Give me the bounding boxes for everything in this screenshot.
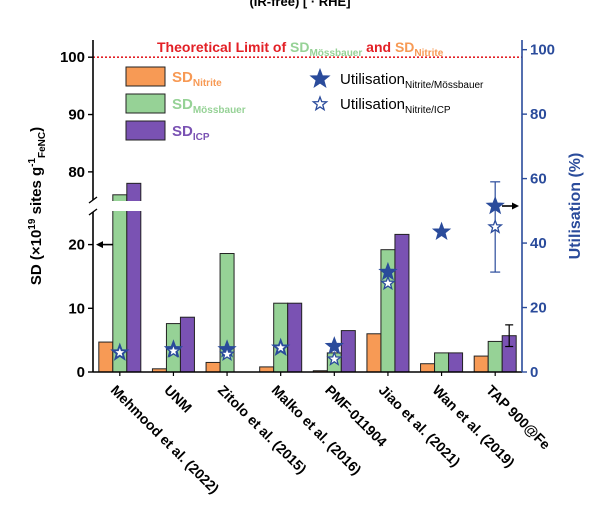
legend-label: SDNitrite [172,69,222,89]
y-left-tick-label: 10 [68,300,85,317]
plot-area: Theoretical Limit of SDMössbauer and SDN… [27,39,584,496]
legend-star [309,67,331,89]
y-left-tick-label: 20 [68,237,85,254]
y-left-tick-label: 100 [60,49,85,66]
y-right-tick-label: 20 [530,300,547,317]
bar [273,302,289,373]
y-left-tick-label: 80 [68,164,85,181]
bar [420,363,436,373]
bar [179,316,195,373]
bar [98,341,114,373]
utilisation-nitrite-icp-star [487,218,504,234]
legend-label: UtilisationNitrite/ICP [340,96,451,116]
legend-star [311,95,329,112]
y-left-axis-label: SD (×1019 sites g-1FeNC) [27,127,48,285]
y-right-tick-label: 60 [530,171,547,188]
y-right-tick-label: 100 [530,42,555,59]
bar [434,352,450,373]
y-right-tick-label: 0 [530,364,538,381]
bar [473,355,489,373]
y-right-tick-label: 40 [530,235,547,252]
bar [366,333,382,373]
utilisation-nitrite-icp-star [111,344,128,360]
header-fragment: (IR-free) [ · RHE] [249,0,350,9]
utilisation-nitrite-icp-star [379,275,396,291]
bar [394,233,410,373]
bar [487,340,503,373]
axis-break-band [94,201,521,211]
utilisation-nitrite-icp-star [165,342,182,358]
bar [448,352,464,373]
y-left-tick-label: 0 [77,364,85,381]
legend-swatch [125,66,166,87]
right-axis-arrow-head [512,202,519,210]
utilisation-nitrite-icp-star [326,350,343,366]
theoretical-limit-label: Theoretical Limit of SDMössbauer and SDN… [157,39,444,59]
utilisation-nitrite-icp-star [219,345,235,362]
y-left-tick-label: 90 [68,107,85,124]
utilisation-nitrite-mossbauer-star [324,336,344,355]
y-right-tick-label: 80 [530,106,547,123]
y-right-axis-label: Utilisation (%) [567,153,584,260]
legend-label: SDICP [172,123,210,143]
legend-swatch [125,120,166,141]
x-tick-label: Mehmood et al. (2022) [108,382,223,497]
bar [340,330,356,373]
bar [287,302,303,373]
legend-swatch [125,93,166,114]
left-axis-arrow-head [96,241,103,249]
legend-label: SDMössbauer [172,96,246,116]
bar [126,182,142,373]
x-tick-label: UNM [161,382,195,416]
bar [205,361,221,373]
x-tick-label: Malko et al. (2016) [269,382,365,478]
utilisation-nitrite-icp-star [272,339,289,355]
x-tick-label: Zitolo et al. (2015) [215,382,310,477]
legend-label: UtilisationNitrite/Mössbauer [340,71,484,91]
utilisation-nitrite-mossbauer-star [431,221,452,240]
